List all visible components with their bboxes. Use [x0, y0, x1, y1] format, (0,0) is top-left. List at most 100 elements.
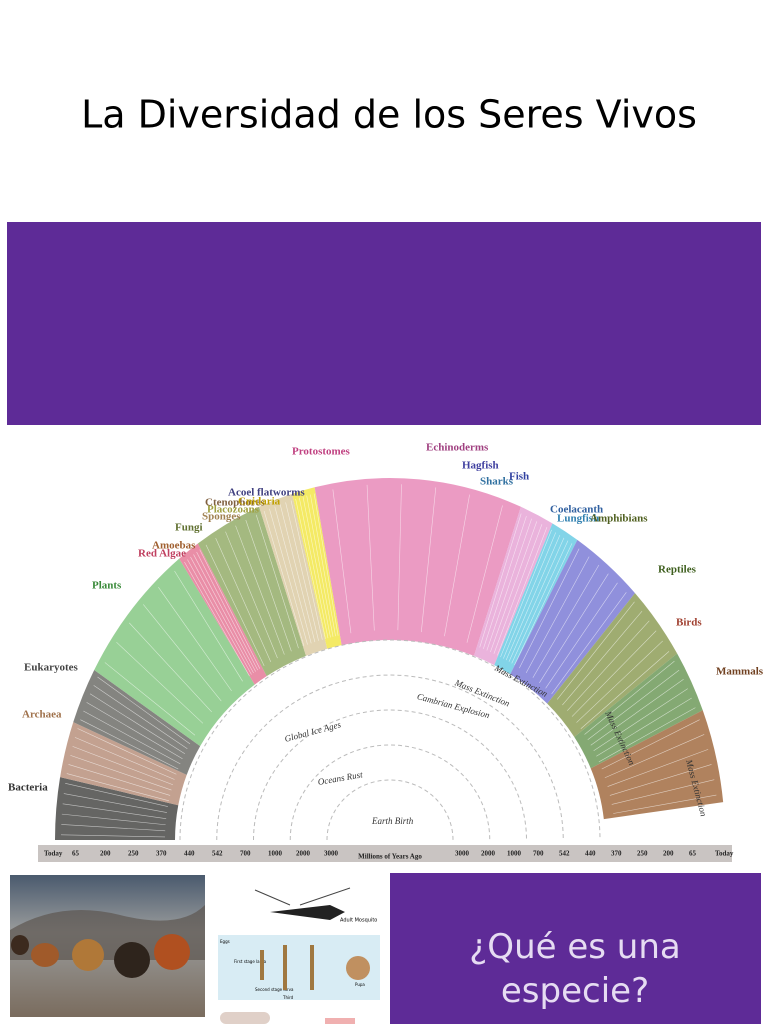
branch: [89, 693, 186, 755]
branch: [72, 746, 174, 786]
branch: [70, 755, 172, 791]
branch: [366, 484, 375, 631]
branch: [598, 707, 696, 763]
clade-wedge: [314, 478, 521, 656]
time-ring: [326, 779, 454, 841]
callout-wrap: ¿Qué es una especie?: [469, 927, 681, 1011]
callout-text: ¿Qué es una especie?: [469, 927, 681, 1011]
label: Fungi: [175, 522, 203, 534]
branch: [567, 620, 650, 711]
branch: [274, 506, 312, 644]
label: Plants: [92, 580, 122, 592]
branch: [205, 544, 265, 667]
timeline-label: 2000: [481, 850, 496, 858]
branch: [63, 793, 167, 813]
branch: [269, 508, 308, 645]
branch: [290, 500, 323, 640]
label: Amphibians: [590, 513, 648, 525]
branch: [62, 803, 167, 819]
timeline-label: 370: [156, 850, 167, 858]
caption: First stage larva: [234, 959, 267, 964]
event: Earth Birth: [371, 816, 414, 826]
timeline-label: 542: [212, 850, 223, 858]
branch: [193, 554, 256, 672]
branch: [143, 604, 222, 702]
branch: [556, 601, 635, 700]
title: La Diversidad de los Seres Vivos: [81, 93, 697, 137]
branch: [245, 519, 292, 652]
branch: [187, 559, 252, 675]
timeline-label: Today: [715, 850, 734, 858]
branch: [184, 561, 250, 677]
branch: [511, 540, 569, 664]
timeline-label: 65: [689, 850, 697, 858]
branch: [500, 529, 552, 658]
branch: [174, 570, 243, 682]
timeline-label: 200: [663, 850, 674, 858]
time-ring: [179, 639, 601, 841]
branch: [93, 685, 188, 750]
branch: [611, 779, 715, 805]
branch: [532, 564, 600, 678]
timeline-label: 200: [100, 850, 111, 858]
event: Oceans Rust: [317, 769, 364, 787]
branch: [215, 537, 272, 663]
timeline-label: 1000: [268, 850, 283, 858]
branch: [61, 824, 166, 832]
branch: [285, 502, 319, 641]
branch: [503, 532, 557, 659]
branch: [519, 548, 580, 669]
timeline-label: 1000: [507, 850, 522, 858]
label: Sharks: [480, 476, 514, 488]
branch: [190, 556, 254, 674]
tree-of-life: [55, 478, 724, 841]
timeline-label: 700: [240, 850, 251, 858]
branch: [490, 521, 538, 653]
clade-wedge: [179, 543, 267, 685]
label: Reptiles: [658, 564, 697, 576]
branch: [562, 610, 643, 706]
branch: [235, 525, 285, 655]
branch: [116, 641, 204, 724]
branch: [604, 734, 705, 779]
branch: [545, 582, 618, 689]
branch: [295, 498, 326, 639]
timeline-label: 440: [585, 850, 596, 858]
timeline-label: 3000: [324, 850, 339, 858]
label: Coelacanth: [550, 504, 603, 516]
callout-box: [390, 873, 761, 1024]
branch: [483, 515, 527, 650]
branch: [571, 630, 657, 717]
timeline-bar: [38, 845, 732, 862]
branch: [80, 719, 179, 770]
timeline-label: 3000: [455, 850, 470, 858]
branch: [593, 688, 688, 751]
clade-wedge: [197, 506, 306, 677]
label: Eukaryotes: [24, 662, 79, 674]
label: Birds: [676, 617, 702, 629]
mosquito-diagram: Adult Mosquito Eggs First stage larva Se…: [215, 875, 385, 1024]
branch: [584, 660, 675, 735]
clade-wedge: [55, 777, 179, 840]
clade-wedge: [494, 523, 578, 675]
caption: Pupa: [355, 982, 365, 987]
label: Archaea: [22, 709, 62, 721]
branch: [255, 514, 299, 649]
branch: [397, 484, 402, 631]
branch: [77, 728, 177, 775]
timeline: Today 65 200 250 370 440 542 700 1000 2000 3000 Mil…: [44, 850, 734, 861]
branch: [590, 679, 684, 746]
branch: [539, 573, 609, 684]
branch: [596, 697, 692, 757]
label: Red Algae: [138, 548, 186, 560]
event: Global Ice Ages: [283, 719, 342, 744]
horses-photo: [10, 875, 205, 1017]
timeline-title: Millions of Years Ago: [358, 853, 422, 861]
time-ring: [289, 744, 491, 841]
branch: [607, 749, 709, 787]
timeline-label: 2000: [296, 850, 311, 858]
clade-wedge: [590, 710, 724, 820]
branch: [129, 622, 212, 713]
caption: Eggs: [220, 939, 230, 944]
branch: [313, 493, 339, 636]
